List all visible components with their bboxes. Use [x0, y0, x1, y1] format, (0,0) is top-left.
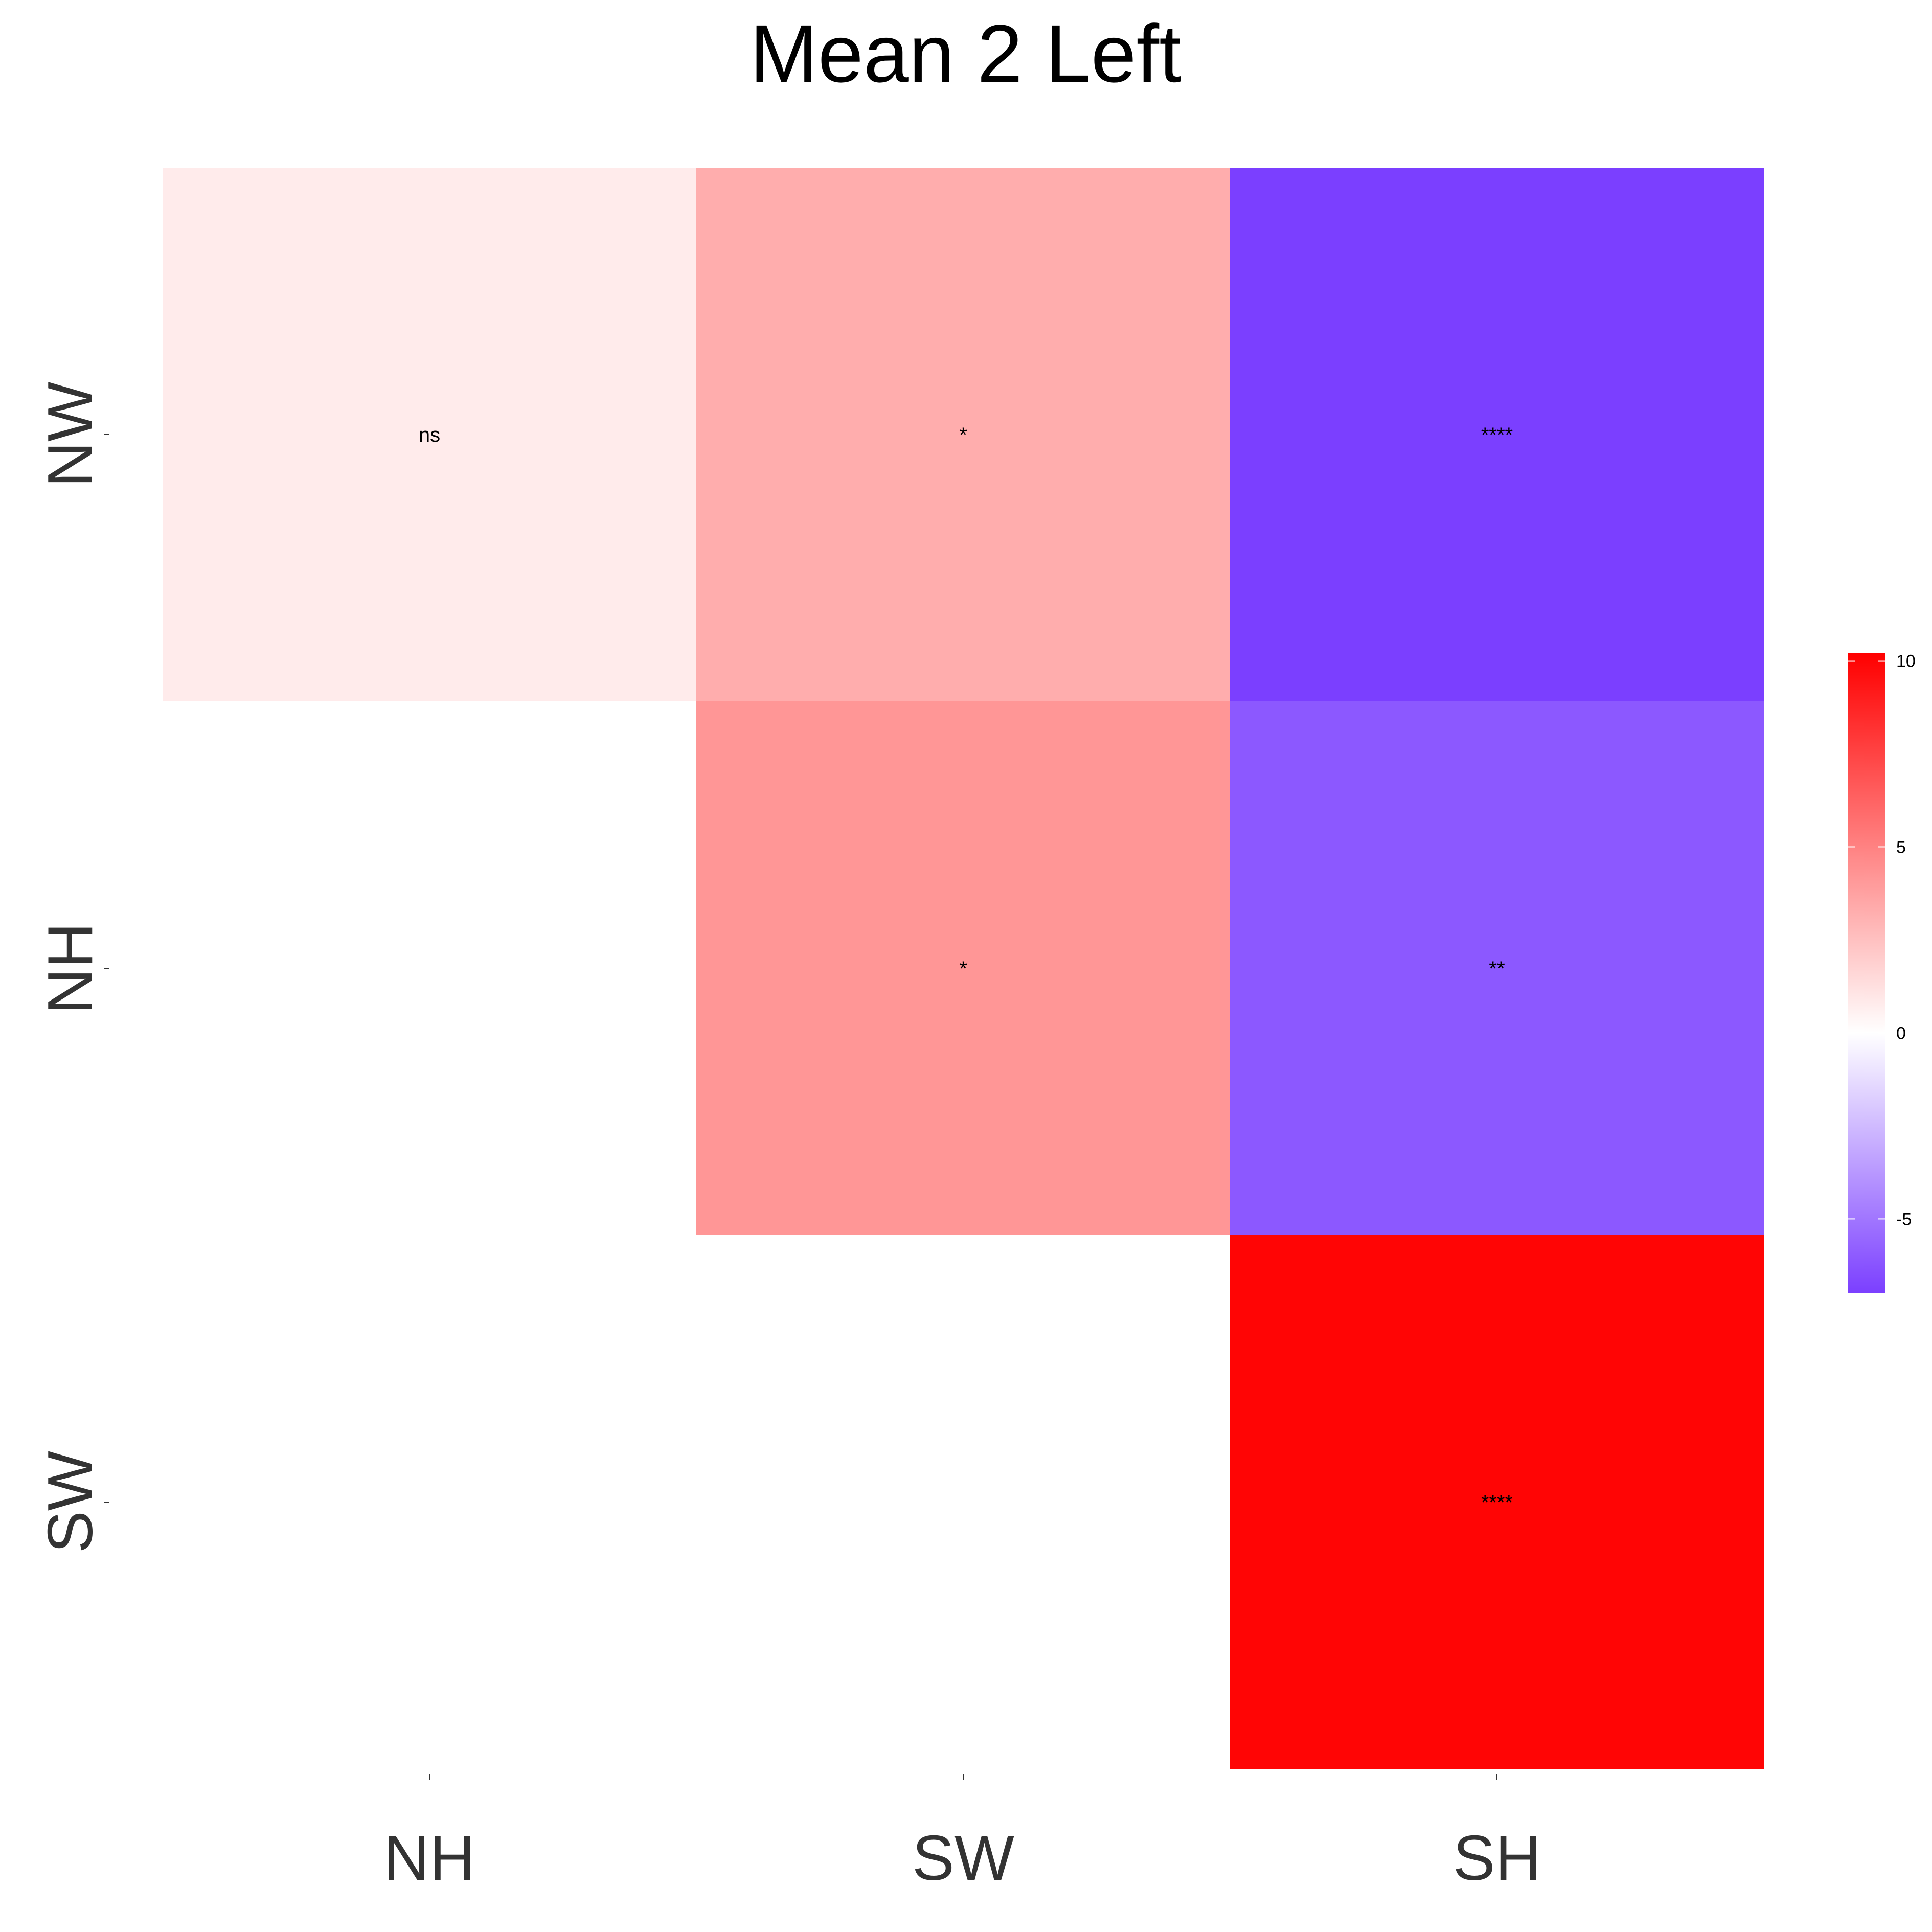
- colorbar-tick-label: 5: [1896, 838, 1906, 857]
- heatmap-cells: [163, 168, 1764, 1769]
- chart-title: Mean 2 Left: [750, 8, 1182, 99]
- heatmap-cell: [696, 701, 1230, 1235]
- x-tick-label: SH: [1453, 1823, 1541, 1894]
- colorbar-tick-label: 0: [1896, 1024, 1906, 1043]
- cell-significance-label: *: [959, 958, 967, 980]
- y-tick-label: NH: [35, 922, 106, 1014]
- heatmap-cell: [1230, 701, 1764, 1235]
- cell-significance-label: ns: [419, 424, 440, 446]
- x-tick-label: SW: [912, 1823, 1014, 1894]
- cell-significance-label: ****: [1481, 424, 1513, 446]
- heatmap-cell: [1230, 1235, 1764, 1769]
- colorbar-tick-label: -5: [1896, 1210, 1912, 1229]
- colorbar-gradient: [1848, 653, 1885, 1293]
- cell-significance-label: ****: [1481, 1491, 1513, 1514]
- heatmap-cell: [163, 168, 696, 701]
- cell-significance-label: *: [959, 424, 967, 446]
- x-tick-label: NH: [383, 1823, 475, 1894]
- x-axis: NH SW SH: [383, 1774, 1541, 1894]
- heatmap-cell-labels: ns * ***** ******: [419, 424, 1513, 1514]
- y-tick-label: NW: [35, 382, 106, 488]
- heatmap-cell: [1230, 168, 1764, 701]
- y-axis: NW NH SW: [35, 382, 109, 1553]
- y-tick-label: SW: [35, 1451, 106, 1553]
- colorbar-tick-label: 10: [1896, 652, 1916, 671]
- cell-significance-label: **: [1489, 958, 1505, 980]
- colorbar-legend: -5 0 5 10: [1848, 652, 1916, 1293]
- heatmap-cell: [696, 168, 1230, 701]
